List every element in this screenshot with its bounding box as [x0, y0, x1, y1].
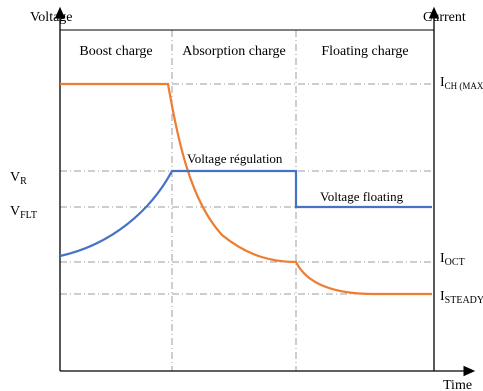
y-left-label: Voltage — [30, 10, 73, 25]
tick-vr: VR — [10, 170, 27, 187]
phase-label-boost: Boost charge — [79, 44, 152, 59]
tick-ioct: IOCT — [440, 251, 465, 268]
voltage-regulation-label: Voltage régulation — [187, 151, 283, 166]
current-curve — [60, 82, 432, 296]
x-label: Time — [443, 378, 472, 391]
tick-vflt: VFLT — [10, 204, 37, 221]
voltage-curve — [59, 169, 432, 258]
voltage-floating-label: Voltage floating — [320, 189, 404, 204]
tick-ich-max: ICH (MAX — [440, 75, 483, 91]
y-right-label: Current — [423, 10, 466, 25]
tick-isteady: ISTEADY — [440, 289, 483, 306]
phase-label-floating: Floating charge — [321, 44, 408, 59]
phase-label-absorption: Absorption charge — [182, 44, 286, 59]
